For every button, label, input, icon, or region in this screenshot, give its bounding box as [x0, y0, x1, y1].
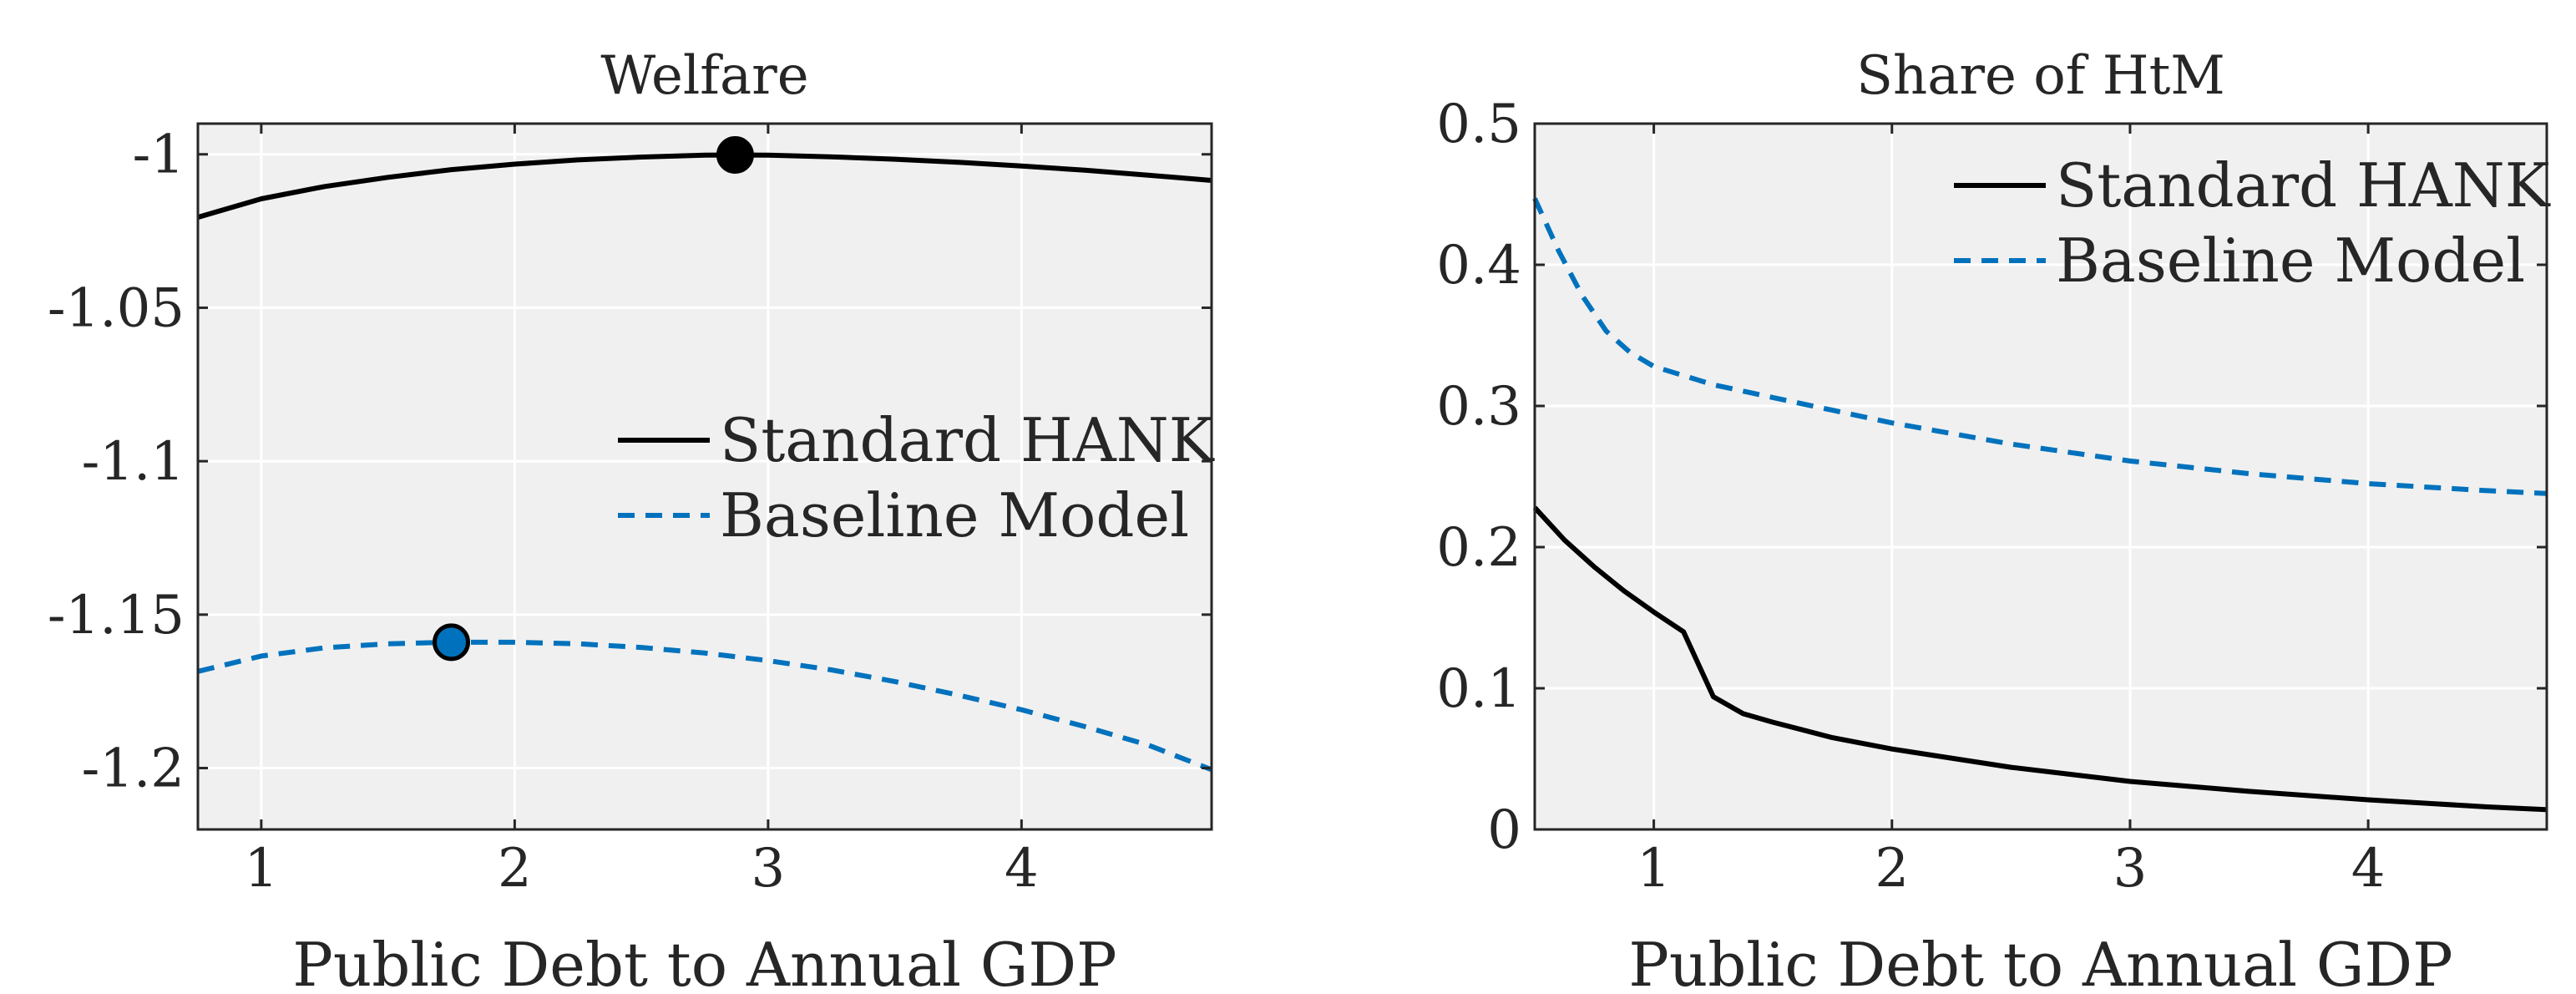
plot-area	[198, 124, 1212, 829]
x-tick-label: 1	[1637, 838, 1671, 900]
axes-frame	[1533, 122, 2548, 831]
y-tick-label: 0.5	[1436, 94, 1521, 155]
legend-label-standard-hank: Standard HANK	[2056, 150, 2551, 221]
x-tick-label: 1	[245, 838, 279, 900]
chart-title: Welfare	[600, 45, 808, 107]
y-tick-label: 0.4	[1436, 235, 1521, 297]
x-tick-label: 2	[498, 838, 532, 900]
x-tick-label: 3	[752, 838, 786, 900]
x-tick-label: 3	[2113, 838, 2148, 900]
y-tick-label: -1	[133, 124, 185, 186]
legend-label-standard-hank: Standard HANK	[720, 405, 1215, 475]
plot-area	[1535, 124, 2547, 829]
x-axis-label: Public Debt to Annual GDP	[292, 930, 1116, 994]
y-tick-label: -1.2	[82, 738, 185, 800]
y-tick-label: -1.1	[82, 431, 185, 493]
y-tick-label: 0.1	[1436, 658, 1521, 720]
x-axis-label: Public Debt to Annual GDP	[1628, 930, 2452, 994]
legend-label-baseline-model: Baseline Model	[720, 480, 1189, 550]
optimum-marker-baseline-model	[433, 623, 470, 662]
y-tick-label: 0	[1487, 799, 1521, 861]
y-tick-label: 0.3	[1436, 376, 1521, 438]
x-tick-label: 2	[1875, 838, 1909, 900]
optimum-marker-standard-hank	[716, 135, 754, 174]
axes-frame	[196, 122, 1213, 831]
x-tick-label: 4	[2351, 838, 2386, 900]
chart-title: Share of HtM	[1856, 45, 2225, 107]
y-tick-label: -1.05	[48, 277, 185, 339]
series-line-baseline-model	[197, 639, 1213, 773]
series-line-baseline-model	[1532, 197, 2548, 496]
series-line-standard-hank	[1532, 505, 2548, 813]
legend-label-baseline-model: Baseline Model	[2056, 226, 2525, 296]
y-tick-label: 0.2	[1436, 517, 1521, 579]
x-tick-label: 4	[1005, 838, 1039, 900]
welfare-chart: 1 2 3 4 -1 -1.05 -1.1 -1.15 -1.2 Welfare Public De…	[48, 45, 1215, 994]
y-tick-label: -1.15	[48, 585, 185, 647]
share-htm-chart: 1 2 3 4 0 0.1 0.2 0.3 0.4 0.5 Share of HtM Public D…	[1436, 45, 2551, 994]
